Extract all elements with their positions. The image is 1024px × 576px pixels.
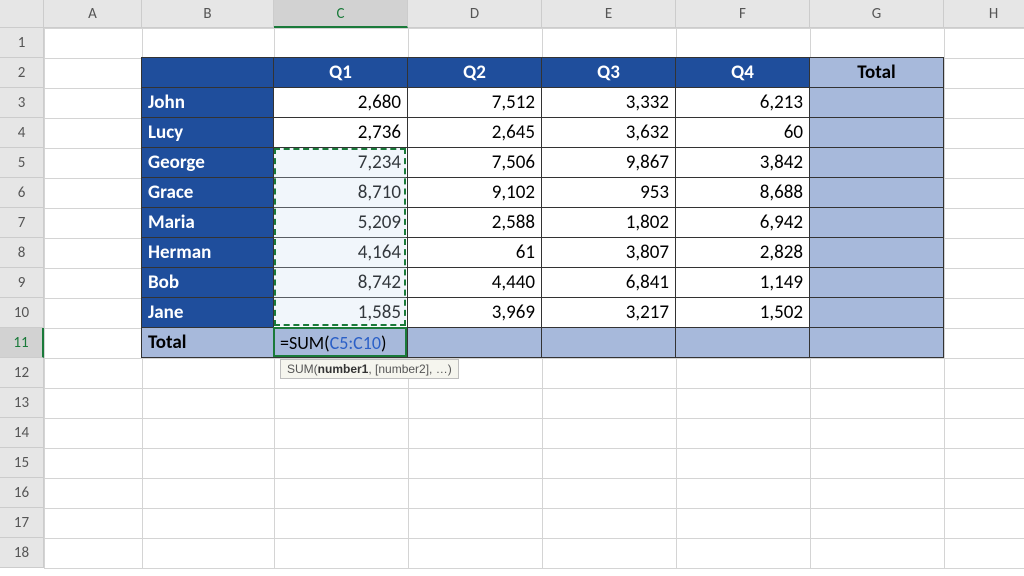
table-header-q3[interactable]: Q3 — [541, 57, 676, 88]
total-row-label[interactable]: Total — [141, 327, 274, 358]
row-header-3[interactable]: 3 — [0, 88, 44, 118]
grid-area[interactable]: Q1Q2Q3Q4TotalJohn2,6807,5123,3326,213Luc… — [44, 28, 1024, 568]
col-header-D[interactable]: D — [408, 0, 542, 28]
data-cell-grace-q4[interactable]: 8,688 — [675, 177, 810, 208]
total-cell-lucy[interactable] — [809, 117, 944, 148]
row-label-jane[interactable]: Jane — [141, 297, 274, 328]
total-cell-george[interactable] — [809, 147, 944, 178]
row-header-14[interactable]: 14 — [0, 418, 44, 448]
select-all-corner[interactable] — [0, 0, 44, 28]
data-cell-george-q3[interactable]: 9,867 — [541, 147, 676, 178]
data-cell-jane-q3[interactable]: 3,217 — [541, 297, 676, 328]
row-header-4[interactable]: 4 — [0, 118, 44, 148]
column-headers: ABCDEFGH — [44, 0, 1024, 28]
total-row-q2[interactable] — [407, 327, 542, 358]
formula-text: =SUM(C5:C10) — [280, 332, 387, 354]
data-cell-maria-q3[interactable]: 1,802 — [541, 207, 676, 238]
row-header-8[interactable]: 8 — [0, 238, 44, 268]
row-label-john[interactable]: John — [141, 87, 274, 118]
col-header-E[interactable]: E — [542, 0, 676, 28]
row-label-george[interactable]: George — [141, 147, 274, 178]
data-cell-george-q2[interactable]: 7,506 — [407, 147, 542, 178]
table-header-q2[interactable]: Q2 — [407, 57, 542, 88]
data-cell-jane-q1[interactable]: 1,585 — [273, 297, 408, 328]
data-cell-grace-q1[interactable]: 8,710 — [273, 177, 408, 208]
data-cell-maria-q4[interactable]: 6,942 — [675, 207, 810, 238]
data-cell-bob-q4[interactable]: 1,149 — [675, 267, 810, 298]
data-cell-lucy-q1[interactable]: 2,736 — [273, 117, 408, 148]
data-cell-herman-q3[interactable]: 3,807 — [541, 237, 676, 268]
data-cell-john-q3[interactable]: 3,332 — [541, 87, 676, 118]
total-row-q4[interactable] — [675, 327, 810, 358]
row-header-7[interactable]: 7 — [0, 208, 44, 238]
table-header-q4[interactable]: Q4 — [675, 57, 810, 88]
total-row-q3[interactable] — [541, 327, 676, 358]
data-cell-george-q4[interactable]: 3,842 — [675, 147, 810, 178]
row-header-15[interactable]: 15 — [0, 448, 44, 478]
col-header-G[interactable]: G — [810, 0, 944, 28]
col-header-H[interactable]: H — [944, 0, 1024, 28]
row-header-6[interactable]: 6 — [0, 178, 44, 208]
data-cell-maria-q2[interactable]: 2,588 — [407, 207, 542, 238]
row-header-5[interactable]: 5 — [0, 148, 44, 178]
data-cell-bob-q3[interactable]: 6,841 — [541, 267, 676, 298]
row-header-2[interactable]: 2 — [0, 58, 44, 88]
row-label-grace[interactable]: Grace — [141, 177, 274, 208]
data-cell-maria-q1[interactable]: 5,209 — [273, 207, 408, 238]
total-row-grand[interactable] — [809, 327, 944, 358]
data-cell-john-q4[interactable]: 6,213 — [675, 87, 810, 118]
total-cell-jane[interactable] — [809, 297, 944, 328]
data-cell-jane-q2[interactable]: 3,969 — [407, 297, 542, 328]
total-cell-bob[interactable] — [809, 267, 944, 298]
row-label-lucy[interactable]: Lucy — [141, 117, 274, 148]
row-header-1[interactable]: 1 — [0, 28, 44, 58]
data-cell-bob-q1[interactable]: 8,742 — [273, 267, 408, 298]
total-cell-herman[interactable] — [809, 237, 944, 268]
data-cell-lucy-q2[interactable]: 2,645 — [407, 117, 542, 148]
data-cell-jane-q4[interactable]: 1,502 — [675, 297, 810, 328]
tooltip-text: SUM(number1, [number2], …) — [287, 362, 452, 376]
row-header-9[interactable]: 9 — [0, 268, 44, 298]
data-cell-john-q1[interactable]: 2,680 — [273, 87, 408, 118]
table-header-q1[interactable]: Q1 — [273, 57, 408, 88]
total-cell-john[interactable] — [809, 87, 944, 118]
row-label-bob[interactable]: Bob — [141, 267, 274, 298]
col-header-B[interactable]: B — [142, 0, 274, 28]
data-cell-john-q2[interactable]: 7,512 — [407, 87, 542, 118]
data-cell-grace-q2[interactable]: 9,102 — [407, 177, 542, 208]
spreadsheet: ABCDEFGH 123456789101112131415161718 Q1Q… — [0, 0, 1024, 576]
col-header-C[interactable]: C — [274, 0, 408, 28]
row-header-18[interactable]: 18 — [0, 538, 44, 568]
function-tooltip: SUM(number1, [number2], …) — [280, 359, 459, 379]
total-cell-maria[interactable] — [809, 207, 944, 238]
formula-cell-c11[interactable]: =SUM(C5:C10) — [273, 327, 408, 358]
data-cell-george-q1[interactable]: 7,234 — [273, 147, 408, 178]
row-header-17[interactable]: 17 — [0, 508, 44, 538]
row-header-10[interactable]: 10 — [0, 298, 44, 328]
table-header-blank[interactable] — [141, 57, 274, 88]
row-header-11[interactable]: 11 — [0, 328, 44, 358]
data-cell-bob-q2[interactable]: 4,440 — [407, 267, 542, 298]
row-header-13[interactable]: 13 — [0, 388, 44, 418]
data-cell-lucy-q3[interactable]: 3,632 — [541, 117, 676, 148]
row-label-maria[interactable]: Maria — [141, 207, 274, 238]
data-cell-grace-q3[interactable]: 953 — [541, 177, 676, 208]
data-cell-herman-q1[interactable]: 4,164 — [273, 237, 408, 268]
row-headers: 123456789101112131415161718 — [0, 28, 44, 568]
data-cell-lucy-q4[interactable]: 60 — [675, 117, 810, 148]
row-header-12[interactable]: 12 — [0, 358, 44, 388]
table-header-total[interactable]: Total — [809, 57, 944, 88]
data-cell-herman-q4[interactable]: 2,828 — [675, 237, 810, 268]
col-header-A[interactable]: A — [44, 0, 142, 28]
col-header-F[interactable]: F — [676, 0, 810, 28]
data-cell-herman-q2[interactable]: 61 — [407, 237, 542, 268]
total-cell-grace[interactable] — [809, 177, 944, 208]
row-header-16[interactable]: 16 — [0, 478, 44, 508]
row-label-herman[interactable]: Herman — [141, 237, 274, 268]
